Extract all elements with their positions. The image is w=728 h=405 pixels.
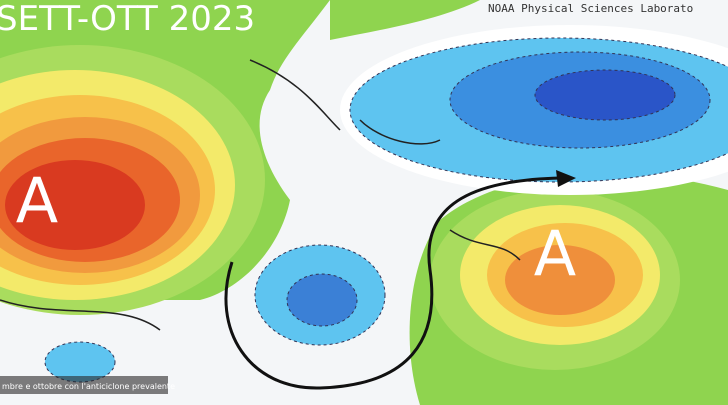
high-label: A — [16, 164, 58, 237]
coastline — [0, 59, 521, 331]
low-pressure — [44, 25, 728, 383]
high-pressure-left — [0, 45, 265, 315]
flow-arrow — [224, 176, 561, 390]
caption-box — [0, 376, 168, 394]
title: SETT-OTT 2023 — [0, 0, 255, 39]
positive-zone — [330, 0, 480, 40]
high-label: A — [534, 217, 576, 290]
high-pressure-right — [430, 190, 680, 370]
arrow-head — [556, 170, 576, 187]
caption: mbre e ottobre con l'anticiclone prevale… — [2, 382, 175, 391]
credit: NOAA Physical Sciences Laborato — [488, 2, 693, 15]
